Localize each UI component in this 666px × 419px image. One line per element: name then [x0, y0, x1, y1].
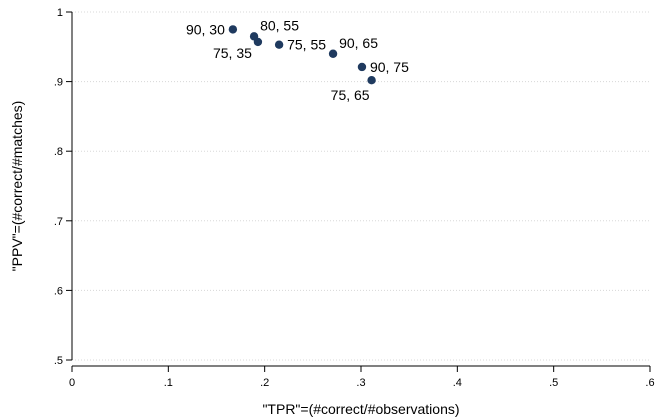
x-tick-label: .4 [453, 377, 462, 389]
y-tick-label: .6 [54, 285, 63, 297]
axes [66, 11, 651, 372]
y-tick-label: .7 [54, 216, 63, 228]
y-tick-label: .8 [54, 146, 63, 158]
x-tick-label: 0 [69, 377, 75, 389]
point-labels: 90, 30 80, 55 75, 35 75, 55 90, 65 90, 7575, … [186, 17, 409, 103]
data-points [228, 25, 376, 85]
point-label: 90, 75 [370, 59, 409, 75]
point-label: 75, 35 [213, 45, 252, 61]
data-point [357, 62, 367, 72]
x-tick-label: .2 [260, 377, 269, 389]
point-label: 75, 65 [331, 87, 370, 103]
data-point [274, 40, 284, 49]
point-label: 75, 55 [287, 37, 326, 53]
data-point [253, 37, 263, 47]
y-tick-label: .5 [54, 355, 63, 367]
x-tick-label: .3 [356, 377, 365, 389]
data-point [328, 49, 338, 58]
x-tick-label: .6 [645, 377, 654, 389]
point-label: 90, 65 [339, 35, 378, 51]
point-label: 90, 30 [186, 21, 225, 37]
point-label: 80, 55 [260, 17, 299, 33]
x-axis-title: "TPR"=(#correct/#observations) [262, 401, 459, 417]
data-point [228, 25, 238, 34]
tick-labels: .5 .6 .7 .8 .9 1 0 .1 .2 .3 .4 .5 .6 [54, 7, 655, 389]
y-axis-title: "PPV"=(#correct/#matches) [9, 101, 25, 272]
y-tick-label: 1 [57, 7, 63, 19]
data-point [367, 76, 376, 85]
x-tick-label: .1 [164, 377, 173, 389]
grid [72, 11, 650, 361]
x-tick-label: .5 [549, 377, 558, 389]
y-tick-label: .9 [54, 77, 63, 89]
